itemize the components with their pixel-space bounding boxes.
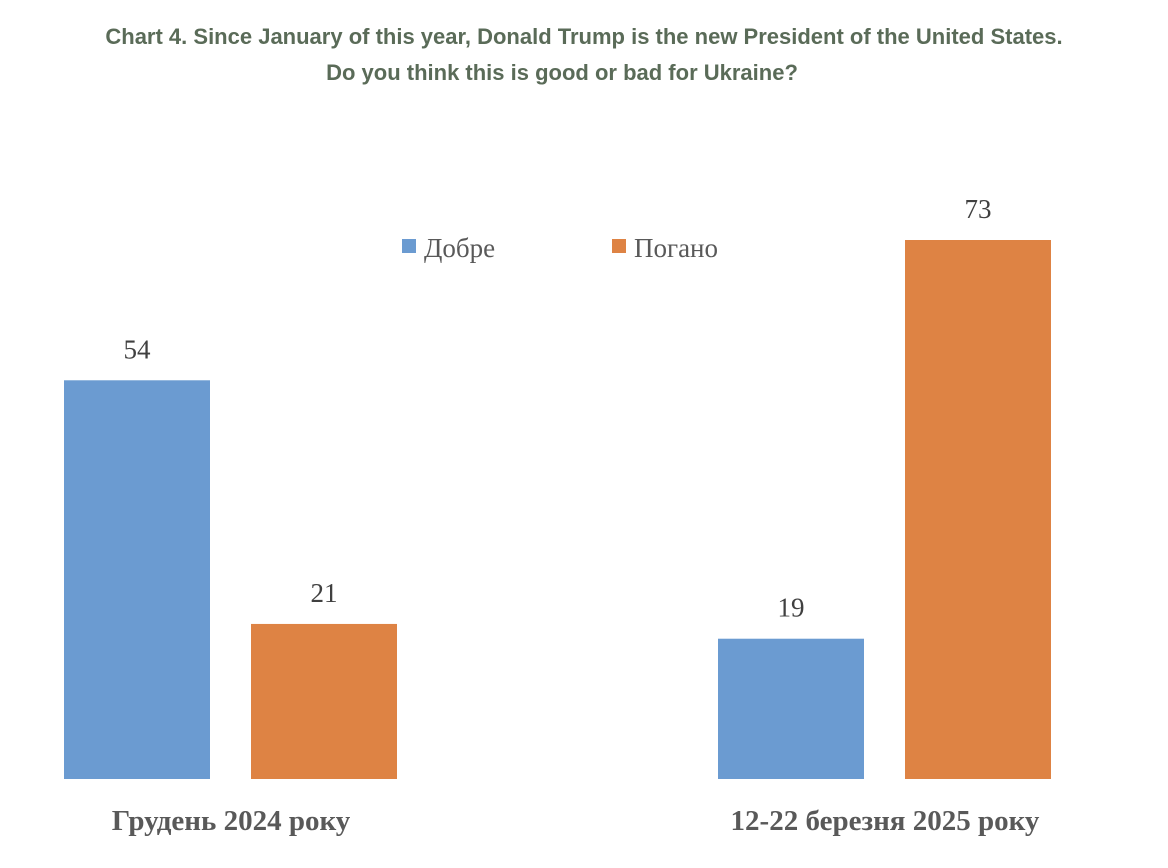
bar-dobre-mar-2025 [718,638,864,779]
legend-swatch-pogano [612,239,626,253]
value-label-pogano-dec-2024: 21 [311,578,338,608]
bars-group [64,240,1051,779]
category-label-mar-2025: 12-22 березня 2025 року [731,805,1040,837]
category-label-dec-2024: Грудень 2024 року [112,805,351,837]
value-labels-group: 54 21 19 73 [124,194,992,623]
value-label-dobre-mar-2025: 19 [778,593,805,623]
value-label-dobre-dec-2024: 54 [124,334,152,364]
legend-swatch-dobre [402,239,416,253]
legend-label-pogano: Погано [634,233,718,263]
bar-dobre-dec-2024 [64,380,210,779]
bar-pogano-mar-2025 [905,240,1051,779]
chart-subtitle: Do you think this is good or bad for Ukr… [326,60,798,85]
category-axis: Грудень 2024 року 12-22 березня 2025 рок… [112,805,1040,837]
value-label-pogano-mar-2025: 73 [965,194,992,224]
bar-pogano-dec-2024 [251,623,397,779]
legend: Добре Погано [402,233,718,263]
chart-title: Chart 4. Since January of this year, Don… [105,24,1062,49]
legend-label-dobre: Добре [424,233,495,263]
